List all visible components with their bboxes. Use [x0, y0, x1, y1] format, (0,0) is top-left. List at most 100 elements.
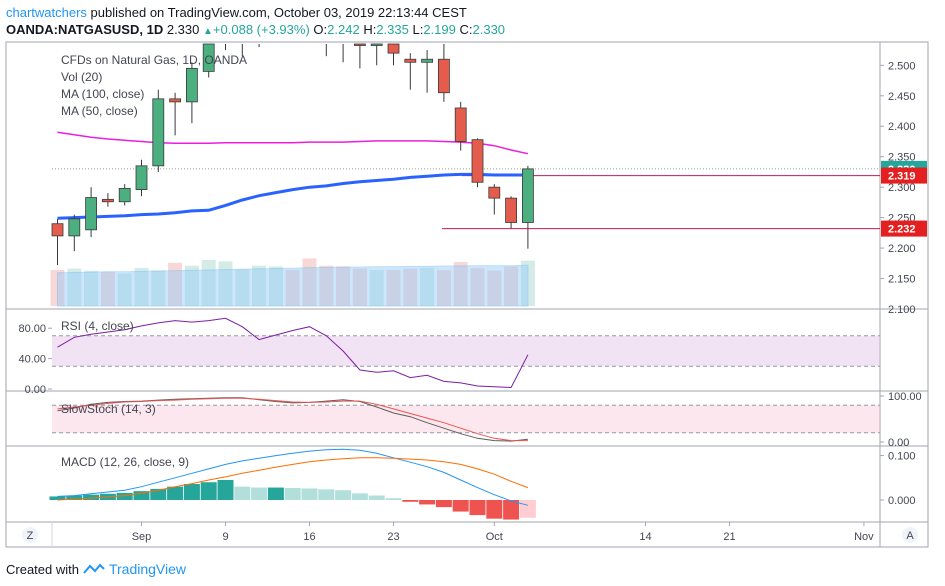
price-tag-label: 2.319 [888, 171, 916, 183]
volume-bar [84, 270, 99, 306]
created-with-text: Created with [6, 561, 79, 577]
time-tick-label: 21 [723, 531, 735, 543]
volume-bar [487, 270, 502, 306]
ma100-line [57, 131, 529, 155]
macd-histogram-bar [183, 484, 200, 500]
candle-body [370, 43, 383, 46]
macd-histogram-bar [351, 493, 368, 500]
macd-histogram-bar [217, 480, 234, 500]
price-tick-label: 2.300 [888, 182, 916, 194]
volume-bar [168, 262, 183, 306]
auto-scale-label: A [906, 530, 914, 542]
macd-histogram-bar [469, 500, 486, 516]
candle-body [387, 43, 400, 54]
publish-line: chartwatchers published on TradingView.c… [6, 5, 467, 20]
macd-histogram-bar [83, 494, 100, 500]
macd-histogram-bar [503, 500, 520, 520]
close-value: 2.330 [472, 22, 506, 37]
candle-body [404, 58, 417, 63]
symbol-name: OANDA:NATGASUSD, 1D [6, 22, 164, 37]
candle-body [353, 43, 366, 46]
chart-frame [5, 41, 929, 548]
volume-bar [134, 267, 149, 306]
time-tick-label: Nov [854, 531, 874, 543]
price-tag [881, 220, 927, 237]
volume-bar [252, 265, 267, 306]
symbol-line: OANDA:NATGASUSD, 1D 2.330 ▲+0.088 (+3.93… [6, 22, 505, 37]
price-tag [881, 167, 927, 184]
volume-bar [184, 265, 199, 306]
macd-pane: 0.100 0.000 [49, 448, 916, 520]
macd-histogram-bar [251, 487, 268, 500]
candle-body [437, 58, 450, 94]
volume-layer [50, 258, 535, 307]
macd-histogram-bar [167, 486, 184, 500]
price-tick-label: 2.350 [888, 152, 916, 164]
macd-histogram-bar [419, 500, 436, 505]
volume-bar [100, 271, 115, 306]
last-price: 2.330 [166, 22, 200, 37]
macd-histogram-bar [267, 487, 284, 500]
macd-title: MACD (12, 26, close, 9) [61, 455, 189, 469]
signal-line [57, 457, 529, 501]
candle-body [152, 98, 165, 167]
candle-body [454, 107, 467, 142]
legend-ma50: MA (50, close) [61, 104, 138, 118]
macd-histogram-bar [234, 486, 251, 500]
volume-bar [235, 269, 250, 306]
volume-bar [302, 258, 317, 306]
candle-body [135, 165, 148, 190]
horizontal-lines [52, 168, 880, 230]
volume-bar [50, 270, 65, 306]
low-value: 2.199 [423, 22, 456, 37]
author-link[interactable]: chartwatchers [6, 5, 87, 20]
volume-bar [470, 268, 485, 306]
macd-histogram-bar [66, 495, 83, 500]
rsi-pane: 80.00 40.00 0.00 [18, 317, 880, 396]
time-tick-label: Oct [486, 531, 503, 543]
main-title: CFDs on Natural Gas, 1D, OANDA [61, 53, 247, 67]
volume-bar [420, 267, 435, 306]
volume-bar [386, 270, 401, 306]
scale-z-button[interactable] [22, 527, 38, 543]
time-tick-label: 9 [222, 531, 228, 543]
close-label: C: [459, 22, 473, 37]
volume-bar [453, 262, 468, 306]
tradingview-brand-link[interactable]: TradingView [108, 561, 187, 577]
volume-ma-area [57, 264, 529, 307]
price-tag-label: 2.232 [888, 224, 916, 236]
candle-body [68, 218, 81, 237]
macd-histogram-bar [368, 495, 385, 500]
volume-bar [218, 261, 233, 306]
stoch-tick-label: 0.00 [888, 437, 909, 449]
price-tick-label: 2.200 [888, 243, 916, 255]
macd-tick-label: 0.100 [888, 451, 916, 463]
macd-histogram-bar [385, 498, 402, 500]
low-label: L: [412, 22, 424, 37]
candle-body [522, 168, 534, 223]
price-axis: 2.5002.4502.4002.3502.3002.2502.2002.150… [880, 60, 927, 316]
candle-body [471, 139, 484, 183]
volume-bar [504, 266, 519, 306]
stoch-tick-label: 100.00 [888, 391, 922, 403]
price-tick-label: 2.100 [888, 304, 916, 316]
candle-body [185, 67, 198, 103]
candle-body [51, 223, 64, 237]
volume-bar [67, 268, 82, 306]
time-tick-label: Sep [132, 531, 152, 543]
auto-scale-button[interactable] [902, 527, 918, 543]
published-text: published on TradingView.com, October 03… [90, 5, 467, 20]
ma50-line [57, 172, 528, 220]
volume-bar [520, 260, 535, 306]
candles-layer [51, 43, 534, 266]
candle-body [118, 187, 131, 203]
open-label: O: [313, 22, 328, 37]
rsi-title: RSI (4, close) [61, 319, 134, 333]
macd-line [57, 448, 529, 506]
price-tick-label: 2.450 [888, 91, 916, 103]
rsi-band [52, 335, 880, 367]
volume-bar [352, 268, 367, 306]
macd-histogram-bar [49, 496, 66, 500]
volume-bar [319, 265, 334, 306]
